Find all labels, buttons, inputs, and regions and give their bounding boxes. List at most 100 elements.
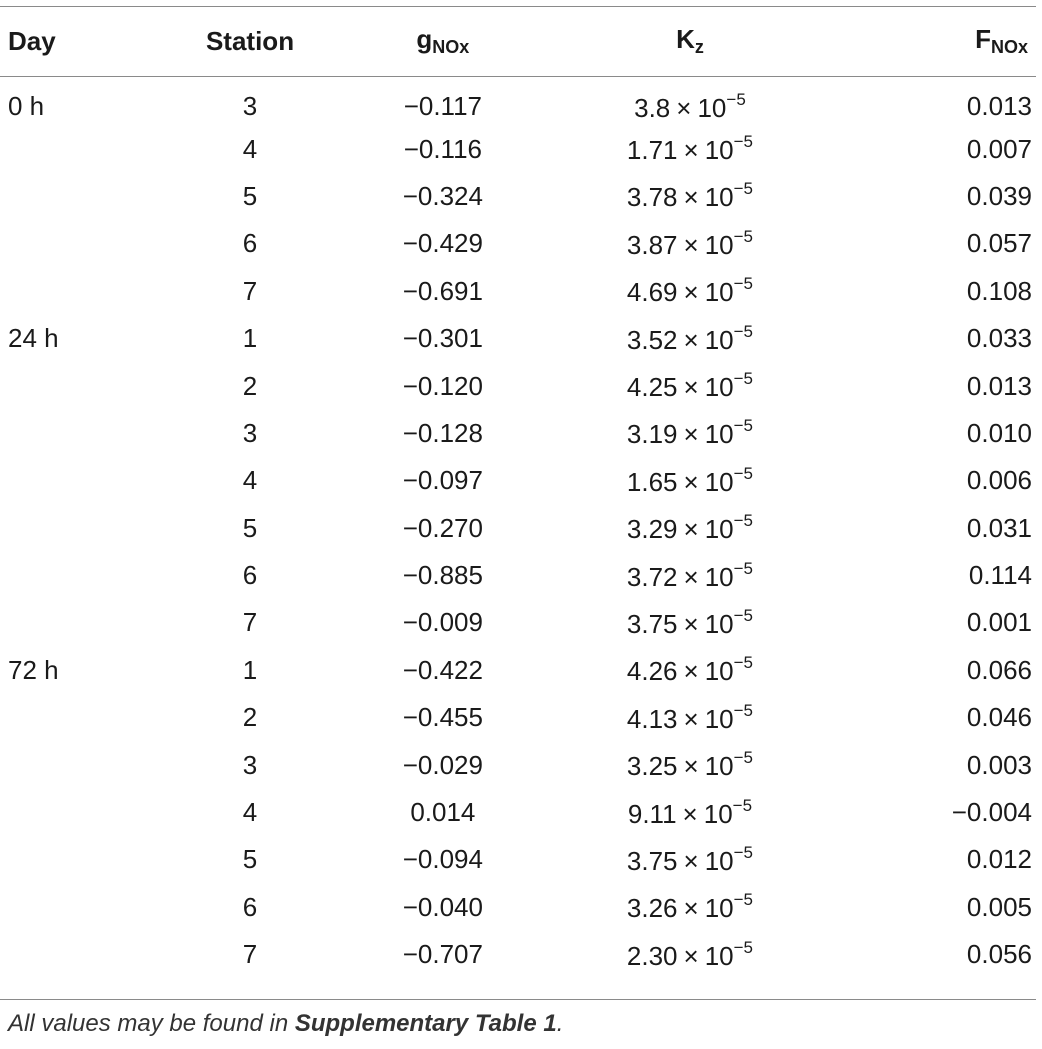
cell-f-nox: 0.056: [966, 939, 1032, 970]
cell-g-nox: −0.040: [402, 891, 483, 922]
kz-exponent: −5: [733, 274, 754, 294]
cell-day: [0, 220, 176, 267]
cell-kz: 3.19 × 10−5: [561, 410, 818, 457]
cell-day: [0, 836, 176, 883]
times-sign: ×: [676, 92, 692, 123]
cell-kz: 3.87 × 10−5: [561, 220, 818, 267]
cell-day: [0, 789, 176, 836]
kz-exponent: −5: [733, 748, 754, 768]
kz-coefficient: 3.78: [626, 182, 678, 213]
cell-f-nox: 0.012: [966, 844, 1032, 875]
kz-coefficient: 4.13: [626, 703, 678, 734]
kz-base: 10: [704, 940, 734, 971]
table-row: 0 h 3 −0.117 3.8 × 10−5 0.013: [0, 78, 1042, 125]
kz-base: 10: [704, 466, 734, 497]
cell-station: 6: [242, 228, 258, 259]
cell-g-nox: −0.707: [402, 939, 483, 970]
times-sign: ×: [683, 608, 699, 639]
bottom-rule: [0, 999, 1036, 1000]
footnote-prefix: All values may be found in: [8, 1010, 295, 1037]
kz-base: 10: [704, 751, 734, 782]
times-sign: ×: [683, 893, 699, 924]
cell-kz: 4.25 × 10−5: [561, 362, 818, 409]
cell-g-nox: −0.885: [402, 560, 483, 591]
kz-exponent: −5: [733, 890, 754, 910]
cell-f-nox: 0.010: [966, 417, 1032, 448]
cell-g-nox: −0.324: [402, 180, 483, 211]
kz-coefficient: 4.26: [626, 656, 678, 687]
times-sign: ×: [683, 845, 699, 876]
cell-kz: 3.52 × 10−5: [561, 315, 818, 362]
cell-g-nox: −0.094: [402, 844, 483, 875]
cell-day: [0, 599, 176, 646]
kz-exponent: −5: [733, 842, 754, 862]
cell-g-nox: −0.120: [402, 370, 483, 401]
table-row: 2 −0.455 4.13 × 10−5 0.046: [0, 694, 1042, 741]
kz-base: 10: [704, 182, 734, 213]
kz-base: 10: [704, 372, 734, 403]
footnote-suffix: .: [556, 1010, 564, 1037]
cell-g-nox: −0.270: [402, 512, 483, 543]
cell-f-nox: 0.031: [966, 512, 1032, 543]
times-sign: ×: [683, 561, 699, 592]
top-rule: [0, 6, 1036, 7]
cell-kz: 4.13 × 10−5: [561, 694, 818, 741]
cell-f-nox: 0.007: [966, 133, 1032, 164]
kz-base: 10: [704, 703, 734, 734]
cell-f-nox: 0.006: [966, 465, 1032, 496]
cell-kz: 3.72 × 10−5: [561, 552, 818, 599]
cell-kz: 3.75 × 10−5: [561, 599, 818, 646]
times-sign: ×: [683, 751, 699, 782]
kz-exponent: −5: [726, 89, 746, 109]
kz-coefficient: 3.19: [626, 419, 678, 450]
kz-base: 10: [704, 656, 734, 687]
cell-station: 2: [242, 702, 258, 733]
cell-kz: 3.75 × 10−5: [561, 836, 818, 883]
cell-g-nox: −0.691: [402, 275, 483, 306]
table-row: 3 −0.029 3.25 × 10−5 0.003: [0, 741, 1042, 788]
table-footnote: All values may be found in Supplementary…: [8, 1010, 563, 1038]
cell-f-nox: 0.108: [966, 275, 1032, 306]
header-k-main: K: [676, 24, 695, 54]
kz-exponent: −5: [733, 416, 754, 436]
kz-coefficient: 3.72: [626, 561, 678, 592]
kz-base: 10: [703, 798, 733, 829]
cell-station: 2: [242, 370, 258, 401]
cell-f-nox: 0.033: [966, 323, 1032, 354]
times-sign: ×: [683, 324, 699, 355]
table-row: 2 −0.120 4.25 × 10−5 0.013: [0, 362, 1042, 409]
cell-day: [0, 173, 176, 220]
header-kz: Kz: [561, 0, 818, 78]
cell-f-nox: 0.001: [966, 607, 1032, 638]
table-row: 7 −0.009 3.75 × 10−5 0.001: [0, 599, 1042, 646]
cell-f-nox: −0.004: [951, 797, 1032, 828]
kz-coefficient: 3.75: [626, 608, 678, 639]
times-sign: ×: [683, 372, 699, 403]
kz-exponent: −5: [733, 369, 754, 389]
kz-exponent: −5: [733, 463, 754, 483]
kz-coefficient: 1.71: [626, 135, 678, 166]
times-sign: ×: [683, 277, 699, 308]
times-sign: ×: [683, 940, 699, 971]
cell-day: 0 h: [8, 91, 45, 122]
kz-coefficient: 3.8: [634, 92, 671, 123]
kz-base: 10: [704, 135, 734, 166]
kz-exponent: −5: [732, 795, 753, 815]
kz-base: 10: [704, 324, 734, 355]
cell-kz: 3.8 × 10−5: [561, 78, 818, 125]
cell-kz: 3.78 × 10−5: [561, 173, 818, 220]
kz-exponent: −5: [733, 226, 754, 246]
times-sign: ×: [683, 466, 699, 497]
table-body: 0 h 3 −0.117 3.8 × 10−5 0.013 4 −0.116 1.71 × 10−5 0…: [0, 78, 1042, 978]
kz-exponent: −5: [733, 179, 754, 199]
table-row: 6 −0.885 3.72 × 10−5 0.114: [0, 552, 1042, 599]
kz-coefficient: 3.29: [626, 514, 678, 545]
table-row: 6 −0.040 3.26 × 10−5 0.005: [0, 884, 1042, 931]
table-row: 5 −0.094 3.75 × 10−5 0.012: [0, 836, 1042, 883]
kz-coefficient: 3.25: [626, 751, 678, 782]
cell-station: 3: [242, 749, 258, 780]
cell-station: 5: [242, 512, 258, 543]
header-station: Station: [205, 25, 295, 56]
cell-station: 3: [242, 91, 258, 122]
